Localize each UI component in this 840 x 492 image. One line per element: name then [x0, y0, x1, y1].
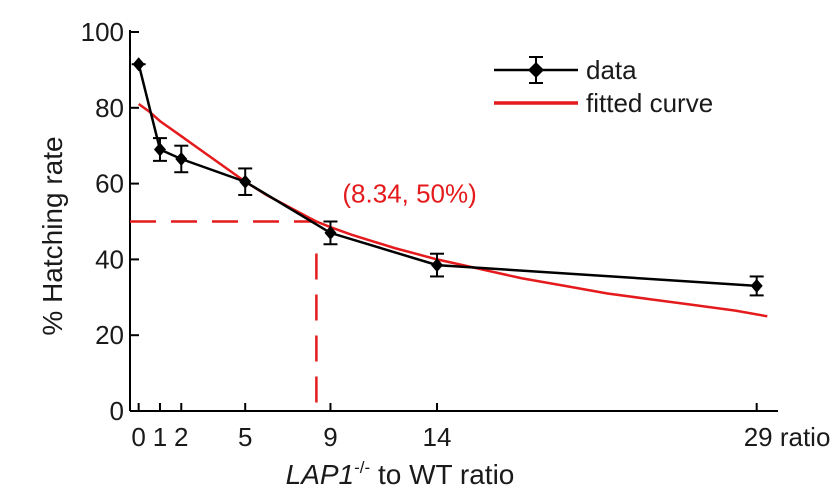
x-tick-label: 5	[238, 422, 252, 452]
legend: data fitted curve	[494, 55, 713, 118]
x-axis-title: LAP1-/- to WT ratio	[286, 458, 515, 490]
x-axis-title-rest: to WT ratio	[370, 459, 514, 490]
data-point-diamond	[431, 258, 444, 273]
x-tick-label: 9	[323, 422, 337, 452]
data-point-diamond	[324, 225, 337, 240]
x-tick-label: 0	[131, 422, 145, 452]
x-tick-label: 14	[423, 422, 452, 452]
x-axis-title-superscript: -/-	[354, 458, 370, 477]
x-tick-label: 29 ratio	[744, 422, 831, 452]
legend-fit-label: fitted curve	[586, 88, 713, 118]
y-tick-label: 0	[110, 396, 124, 426]
x-tick-label: 1	[153, 422, 167, 452]
data-point-diamond	[750, 278, 763, 293]
y-tick-label: 40	[95, 244, 124, 274]
y-tick-label: 20	[95, 320, 124, 350]
data-point-diamond	[239, 174, 252, 189]
reference-lines	[130, 220, 318, 411]
x-axis-title-gene: LAP1	[286, 459, 355, 490]
y-ticks: 0 20 40 60 80 100	[81, 17, 139, 426]
legend-data-diamond-icon	[528, 62, 544, 78]
data-point-diamond	[132, 57, 145, 72]
y-tick-label: 100	[81, 17, 124, 47]
y-axis-title: % Hatching rate	[37, 136, 68, 335]
y-tick-label: 80	[95, 93, 124, 123]
x-tick-label: 2	[174, 422, 188, 452]
reference-point-annotation: (8.34, 50%)	[342, 179, 476, 209]
y-tick-label: 60	[95, 169, 124, 199]
legend-data-label: data	[586, 55, 637, 85]
data-markers	[132, 57, 763, 293]
x-ticks: 0 1 2 5 9 14 29 ratio	[131, 403, 830, 452]
data-point-diamond	[175, 151, 188, 166]
data-point-diamond	[153, 142, 166, 157]
fitted-curve-line	[137, 102, 768, 318]
